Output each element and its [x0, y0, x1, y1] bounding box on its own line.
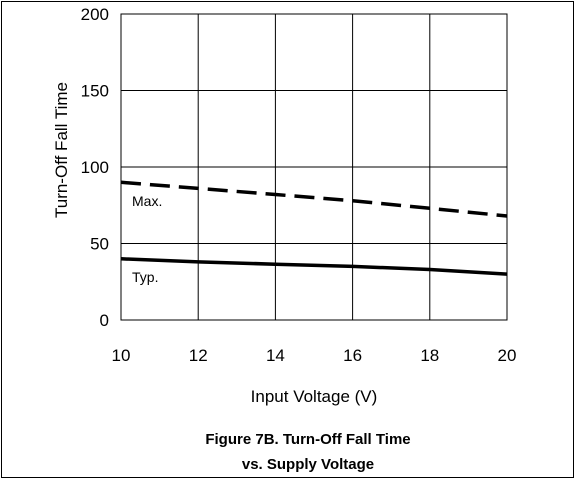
- x-tick-label: 10: [112, 346, 131, 365]
- series-label-typ: Typ.: [132, 269, 158, 285]
- x-tick-labels: 10 12 14 16 18 20: [112, 346, 517, 365]
- figure-title-line-2: vs. Supply Voltage: [242, 456, 374, 473]
- grid: [121, 14, 507, 320]
- y-tick-label: 100: [81, 158, 109, 177]
- x-tick-label: 20: [498, 346, 517, 365]
- y-tick-label: 0: [100, 311, 109, 330]
- y-tick-label: 150: [81, 82, 109, 101]
- x-tick-label: 18: [420, 346, 439, 365]
- y-tick-label: 50: [90, 235, 109, 254]
- series-label-max: Max.: [132, 193, 162, 209]
- series-line-max: [120, 180, 508, 218]
- figure-title-line-1: Figure 7B. Turn-Off Fall Time: [205, 431, 410, 448]
- x-tick-label: 16: [343, 346, 362, 365]
- x-tick-label: 14: [266, 346, 285, 365]
- x-axis-title: Input Voltage (V): [251, 387, 378, 406]
- series-layer: [120, 180, 508, 276]
- x-tick-label: 12: [189, 346, 208, 365]
- y-axis-title: Turn-Off Fall Time: [52, 82, 71, 218]
- series-line-typ: [120, 257, 508, 276]
- plot-border: [120, 13, 508, 321]
- y-tick-labels: 0 50 100 150 200: [81, 5, 109, 330]
- y-tick-label: 200: [81, 5, 109, 24]
